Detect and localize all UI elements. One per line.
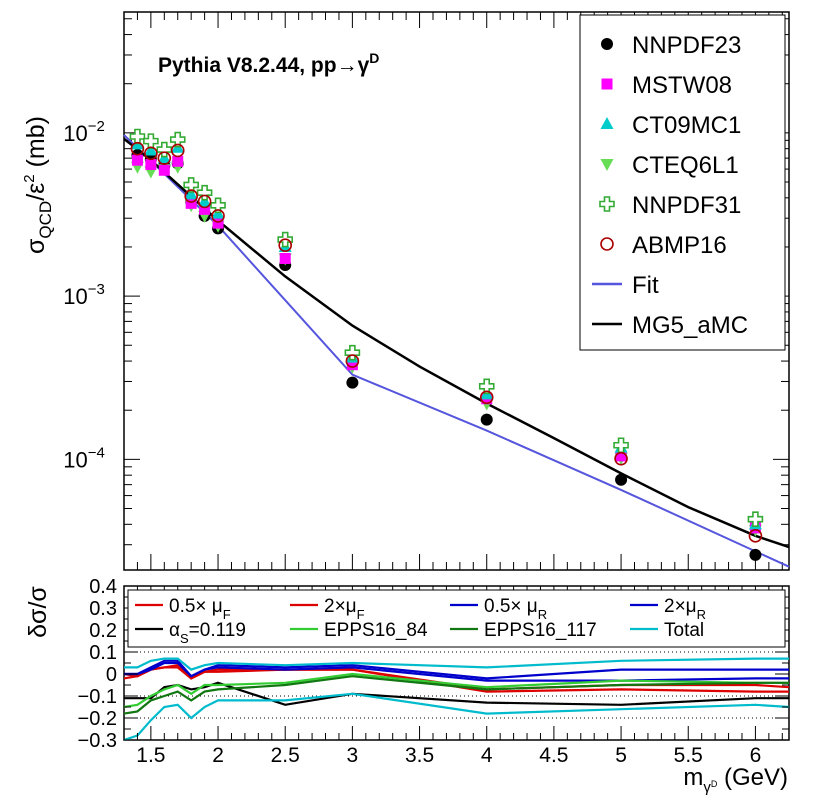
point-nnpdf23 [346,376,359,389]
legend-label-abmp16: ABMP16 [632,232,727,259]
point-abmp16 [184,189,198,203]
x-tick-label: 3 [347,744,359,767]
point-ct09mc1 [184,187,198,200]
point-nnpdf31 [169,131,186,148]
point-abmp16 [130,141,145,156]
point-abmp16 [157,151,172,165]
ratio-legend-label: 2×μR [664,596,706,622]
ratio-line [124,657,789,671]
legend-label-mstw08: MSTW08 [632,72,732,99]
legend-marker-nnpdf23 [601,38,613,50]
legend-box [579,14,786,351]
plot-title: Pythia V8.2.44, pp→γD [158,50,379,77]
legend-label-cteq6l1: CTEQ6L1 [632,152,739,179]
ratio-legend: 0.5× μF 2×μF 0.5× μR 2×μR αS=0.119 EPPS16_84 E… [127,589,786,648]
x-tick-label: 4.5 [539,744,568,767]
ratio-legend-label: EPPS16_117 [484,620,597,641]
point-mstw08 [158,164,170,176]
legend-marker-ct09mc1 [600,117,614,129]
ratio-legend-label: αS=0.119 [169,620,246,646]
x-tick-label: 5 [615,744,627,767]
x-tick-label: 2 [212,744,224,767]
point-nnpdf31 [183,177,199,193]
point-mstw08 [185,197,197,209]
y-tick-label: 10−2 [63,118,105,146]
main-plot-frame [123,11,790,571]
ratio-y-tick-label: 0.3 [89,598,117,620]
point-nnpdf31 [478,378,495,395]
legend-marker-abmp16 [600,237,614,251]
point-abmp16 [345,354,360,368]
point-mstw08 [279,252,291,264]
point-mstw08 [615,450,627,462]
point-mstw08 [199,203,211,215]
x-tick-label: 5.5 [674,744,703,767]
ratio-legend-box [127,589,786,648]
ratio-legend-label: 0.5× μR [484,596,547,622]
ratio-line [123,692,790,742]
point-abmp16 [197,194,212,209]
legend-label-mg5_amc: MG5_aMC [632,312,748,339]
ratio-legend-label: EPPS16_84 [324,620,428,641]
point-nnpdf23 [480,413,493,426]
ratio-y-tick-label: 0 [106,664,117,686]
legend: NNPDF23 MSTW08 CT09MC1 CTEQ6L1 NNPDF31 ABMP16… [579,14,786,351]
ratio-legend-label: 0.5× μF [169,596,231,622]
point-nnpdf23 [749,548,762,561]
x-axis-label: mγD (GeV) [683,764,788,796]
ratio-y-tick-label: −0.2 [78,708,117,730]
ratio-legend-label: Total [664,620,704,641]
legend-label-ct09mc1: CT09MC1 [632,112,741,139]
point-abmp16 [479,390,494,405]
y-axis-label: σQCD/ε2 (mb) [21,116,55,254]
point-nnpdf31 [143,133,159,149]
point-nnpdf23 [615,473,628,486]
point-nnpdf31 [156,141,173,158]
ratio-line [123,672,789,709]
point-abmp16 [170,143,185,158]
point-nnpdf31 [196,184,213,201]
legend-marker-cteq6l1 [600,159,614,171]
point-nnpdf31 [344,344,361,361]
point-abmp16 [748,529,763,543]
y-tick-label: 10−4 [63,444,105,472]
y-tick-label: 10−3 [63,281,105,309]
ratio-legend-label: 2×μF [324,596,365,622]
point-nnpdf31 [747,511,764,527]
ratio-y-tick-label: −0.3 [78,730,117,752]
point-abmp16 [614,451,628,466]
point-abmp16 [278,238,293,253]
ratio-y-tick-label: −0.1 [78,686,117,708]
point-nnpdf31 [129,128,146,145]
point-nnpdf31 [613,437,629,454]
point-mstw08 [131,154,143,166]
legend-label-nnpdf31: NNPDF31 [632,192,741,219]
point-mstw08 [145,159,157,171]
legend-label-nnpdf23: NNPDF23 [632,32,741,59]
legend-label-fit: Fit [632,272,659,299]
legend-marker-nnpdf31 [599,196,615,212]
x-tick-label: 3.5 [405,744,434,767]
legend-marker-mstw08 [601,78,613,90]
x-tick-label: 1.5 [136,744,165,767]
point-mstw08 [212,217,224,229]
point-mstw08 [346,359,358,371]
point-abmp16 [211,209,225,223]
x-tick-label: 6 [750,744,762,767]
ratio-y-tick-label: 0.2 [89,620,117,642]
x-tick-label: 2.5 [271,744,300,767]
point-abmp16 [144,146,158,161]
ratio-line [123,675,789,715]
x-tick-label: 4 [481,744,493,767]
ratio-y-tick-label: 0.4 [89,576,117,598]
point-ct09mc1 [144,143,158,156]
ratio-y-tick-label: 0.1 [89,642,117,664]
point-mstw08 [172,155,184,167]
ratio-y-axis-label: δσ/σ [24,586,52,638]
